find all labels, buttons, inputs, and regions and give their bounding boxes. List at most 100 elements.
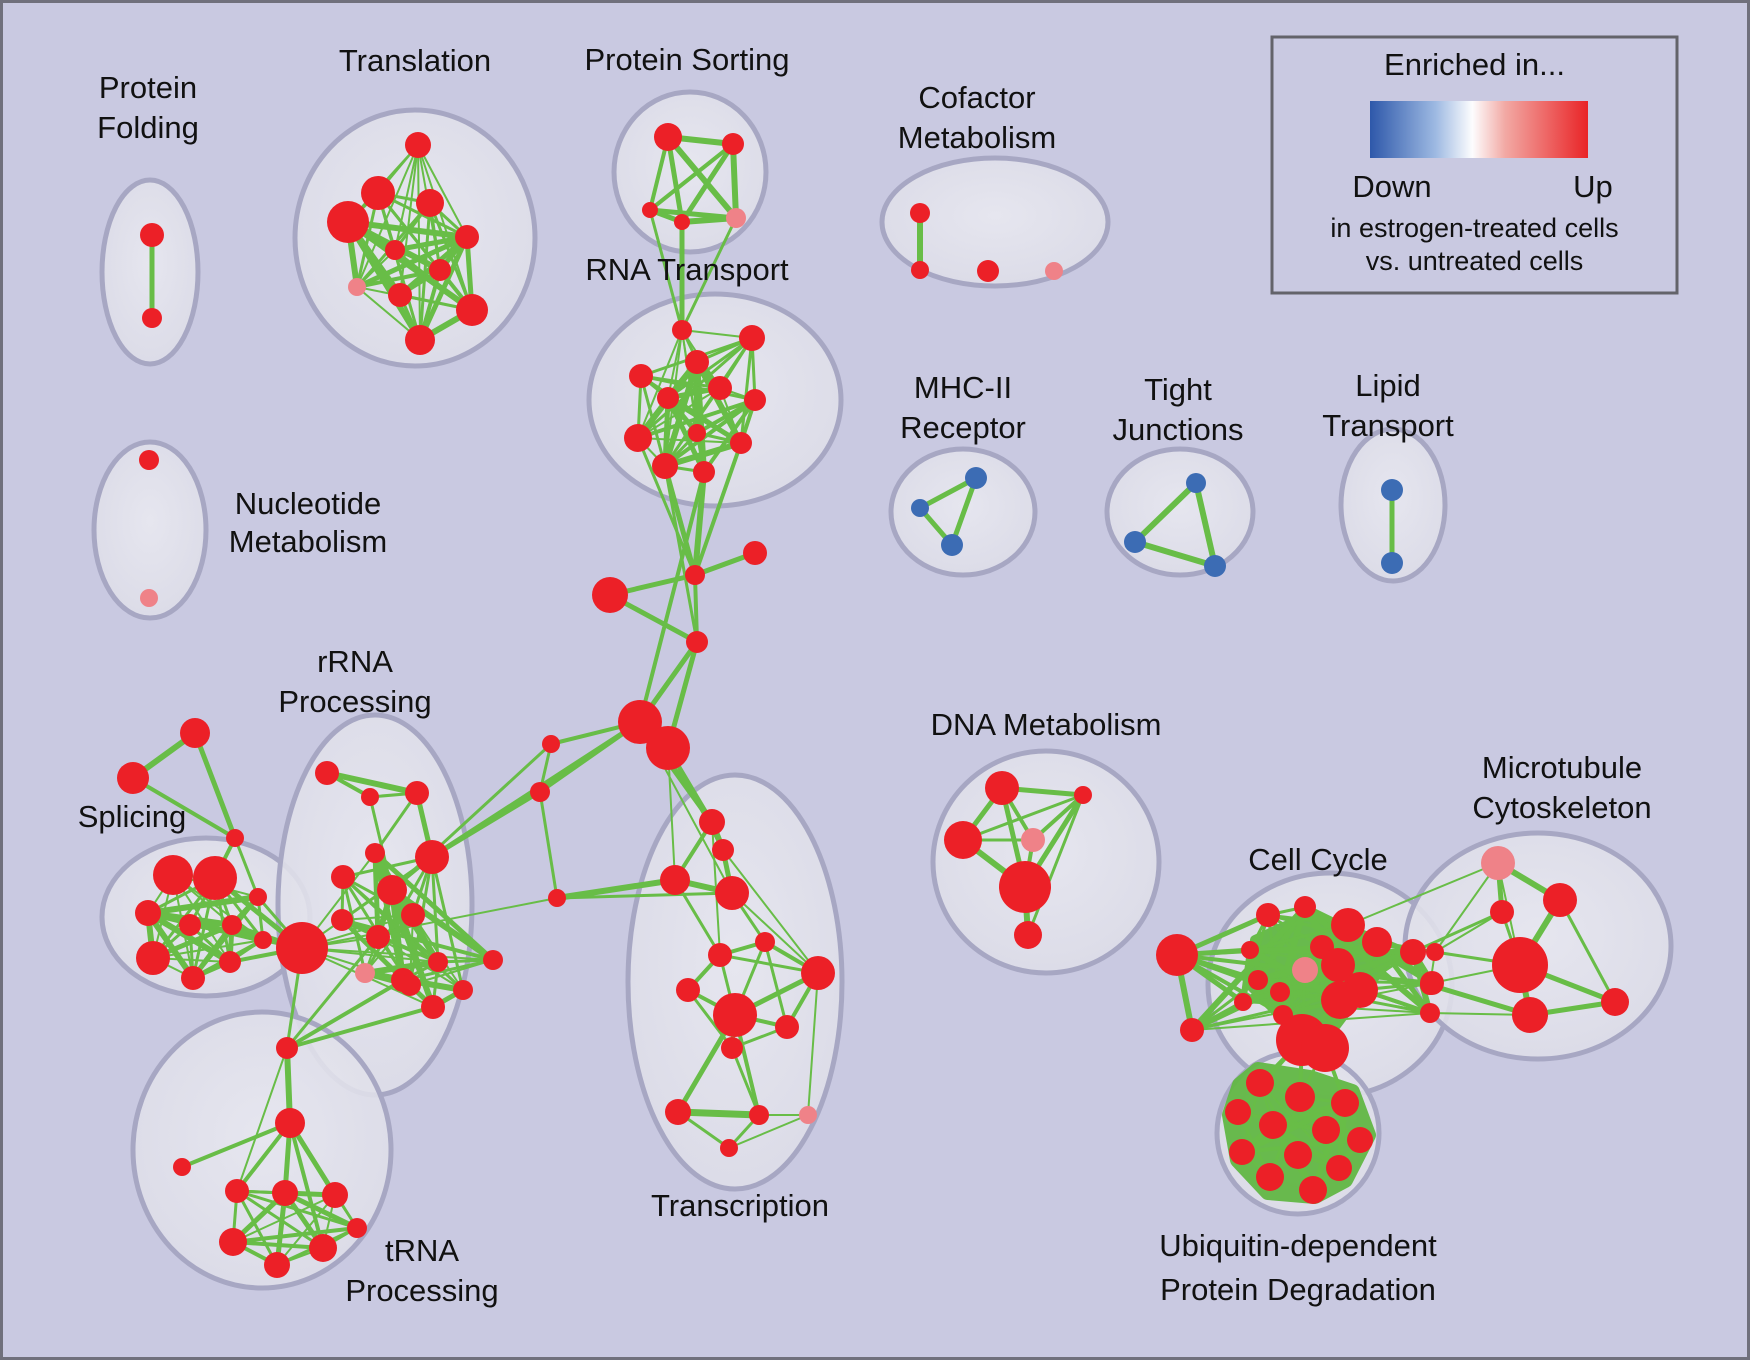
gene-set-node-nucleotide-0: [139, 450, 159, 470]
gene-set-node-splicing-10: [180, 718, 210, 748]
cluster-label-cofactor-line1: Cofactor: [918, 80, 1035, 115]
enrichment-edge: [401, 958, 495, 982]
cluster-label-tight-line1: Tight: [1144, 372, 1212, 407]
gene-set-node-mhc-2: [941, 534, 963, 556]
gene-set-node-tight-2: [1204, 555, 1226, 577]
gene-set-node-dna-5: [1014, 921, 1042, 949]
legend-caption-line2: vs. untreated cells: [1366, 246, 1584, 276]
gene-set-node-cofactor-0: [910, 203, 930, 223]
gene-set-node-transcription-10: [721, 1037, 743, 1059]
enrichment-edge: [663, 464, 699, 644]
enrichment-edge: [1558, 898, 1617, 1004]
enrichment-edge: [637, 387, 721, 439]
gene-set-node-splicing-9: [254, 931, 272, 949]
gene-set-node-cell_cycle-1: [1256, 903, 1280, 927]
enrichment-edge: [340, 918, 495, 962]
cluster-label-lipid-line2: Transport: [1322, 408, 1454, 443]
gene-set-node-protein_folding-1: [142, 308, 162, 328]
gene-set-node-splicing-7: [219, 951, 241, 973]
cluster-boundary-cofactor: [879, 155, 1111, 289]
gene-set-node-rna_transport-10: [652, 453, 678, 479]
gene-set-node-trna-7: [309, 1234, 337, 1262]
enrichment-edge: [639, 374, 757, 402]
enrichment-edge: [637, 329, 683, 439]
gene-set-node-rna_transport-6: [744, 389, 766, 411]
enrichment-edge: [730, 141, 739, 221]
enrichment-edge: [372, 850, 381, 940]
legend-box: [1270, 35, 1679, 295]
cluster-label-dna-line1: DNA Metabolism: [931, 707, 1162, 742]
gene-set-node-transcription-14: [720, 1139, 738, 1157]
gene-set-node-splicing-2: [135, 900, 161, 926]
enrichment-edge: [674, 1108, 763, 1119]
cluster-label-nucleotide-line1: Nucleotide: [235, 486, 381, 521]
enrichment-edge: [180, 1121, 292, 1169]
gene-set-node-rrna-9: [355, 963, 375, 983]
enrichment-edge: [1191, 982, 1433, 1031]
gene-set-node-transcription-8: [713, 993, 757, 1037]
enrichment-edge: [648, 208, 684, 332]
enrichment-edge: [235, 1189, 279, 1267]
enrichment-edge: [730, 1046, 761, 1117]
enrichment-edge: [693, 441, 743, 577]
gene-set-node-rna_transport-5: [708, 376, 732, 400]
enrichment-edge: [192, 730, 238, 841]
enrichment-edge: [662, 463, 698, 578]
enrichment-edge: [663, 398, 757, 468]
cluster-label-lipid-line1: Lipid: [1355, 368, 1421, 403]
gene-set-node-rrna-1: [415, 840, 449, 874]
gene-set-node-rrna-13: [453, 980, 473, 1000]
legend-caption-line1: in estrogen-treated cells: [1330, 213, 1618, 243]
gene-set-node-mhc-1: [911, 499, 929, 517]
enrichment-edge: [355, 268, 442, 289]
gene-set-node-translation-8: [388, 283, 412, 307]
gene-set-node-cell_cycle-0: [1156, 934, 1198, 976]
gene-set-node-translation-10: [405, 325, 435, 355]
gene-set-node-rrna-4: [365, 843, 385, 863]
gene-set-node-cell_cycle-2: [1294, 896, 1316, 918]
enrichment-edge: [231, 1226, 359, 1244]
gene-set-node-trna-6: [219, 1228, 247, 1256]
gene-set-node-spine-4: [618, 700, 662, 744]
enrichment-edge: [1190, 978, 1260, 1032]
gene-set-node-translation-6: [429, 259, 451, 281]
enrichment-edge: [961, 793, 1085, 842]
cluster-labels: Protein Folding Translation Protein Sorting…: [78, 42, 1652, 1308]
gene-set-node-cell_cycle-4: [1362, 927, 1392, 957]
gene-set-nodes: [117, 123, 1629, 1278]
gene-set-node-trna-2: [173, 1158, 191, 1176]
gene-set-node-rna_transport-4: [657, 387, 679, 409]
gene-set-node-dna-0: [985, 771, 1019, 805]
gene-set-node-spine-5: [646, 726, 690, 770]
gene-set-node-microtubule-5: [1420, 975, 1440, 995]
enrichment-edge: [1175, 953, 1307, 972]
enrichment-edge: [763, 940, 789, 1029]
cluster-boundary-dna: [930, 748, 1162, 976]
enrichment-edge: [1193, 480, 1218, 569]
gene-set-node-rna_transport-8: [688, 424, 706, 442]
gene-set-node-rrna-16: [361, 788, 379, 806]
enrichment-edge: [191, 895, 260, 980]
gene-set-node-rrna-15: [315, 761, 339, 785]
gene-set-node-ubiquitin-5: [1312, 1116, 1340, 1144]
enrichment-edge: [662, 440, 744, 469]
enrichment-edge: [276, 1194, 336, 1266]
enrichment-edge: [372, 850, 496, 963]
cluster-label-rrna-line1: rRNA: [317, 644, 393, 679]
gene-set-node-microtubule-6: [1512, 997, 1548, 1033]
gene-set-node-cell_cycle-10: [1248, 970, 1268, 990]
cluster-label-translation-line1: Translation: [339, 43, 491, 78]
gene-set-node-spine-0: [685, 565, 705, 585]
gene-set-node-rrna-2: [377, 875, 407, 905]
gene-set-node-transcription-6: [801, 956, 835, 990]
cluster-label-splicing-line1: Splicing: [78, 799, 187, 834]
enrichment-edge: [236, 1047, 288, 1192]
gene-set-node-cell_cycle-20: [1301, 1024, 1349, 1072]
cluster-label-cofactor-line2: Metabolism: [898, 120, 1057, 155]
cluster-label-mhc-line2: Receptor: [900, 410, 1026, 445]
gene-set-node-lipid-1: [1381, 552, 1403, 574]
gene-set-node-spine-3: [686, 631, 708, 653]
gene-set-node-splicing-0: [153, 855, 193, 895]
gene-set-node-spine-1: [743, 541, 767, 565]
gene-set-node-cell_cycle-14: [1180, 1018, 1204, 1042]
